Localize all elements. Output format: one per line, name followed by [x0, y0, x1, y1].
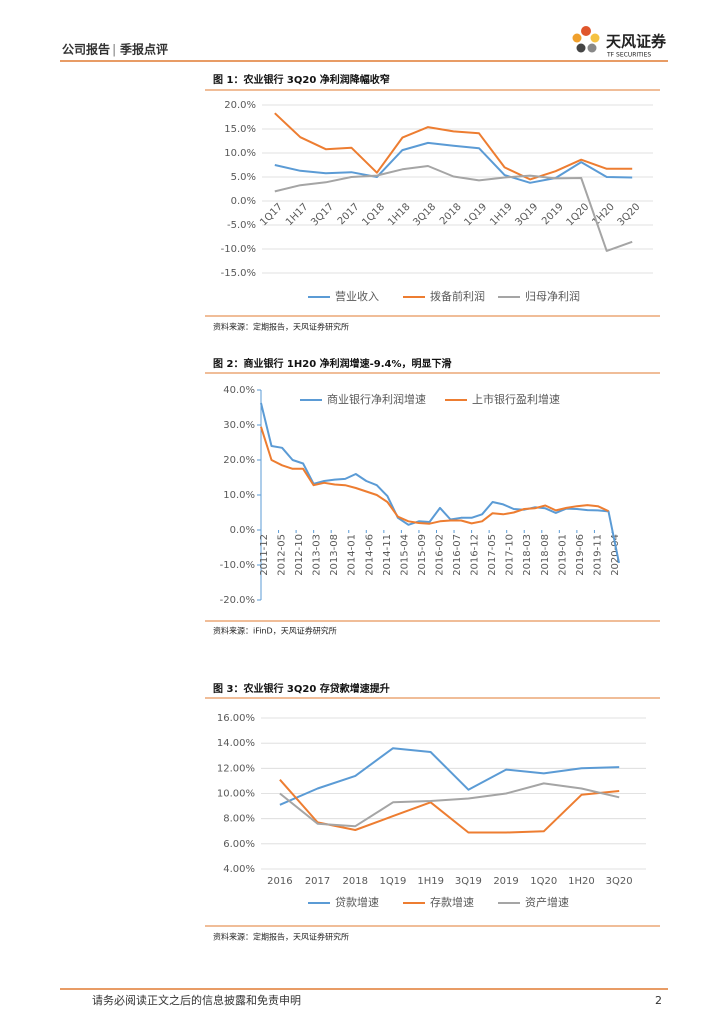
x-tick-label: 2012-10 — [294, 534, 305, 576]
legend-label: 资产增速 — [525, 895, 569, 909]
report-type: 公司报告 — [62, 42, 110, 57]
legend-label: 存款增速 — [430, 895, 474, 909]
y-tick-label: 5.0% — [231, 172, 256, 183]
series-line — [274, 165, 633, 252]
y-tick-label: 30.0% — [223, 420, 255, 431]
legend-label: 商业银行净利润增速 — [327, 392, 426, 406]
x-tick-label: 2012-05 — [277, 534, 288, 576]
x-tick-label: 3Q18 — [411, 201, 438, 228]
x-tick-label: 2014-01 — [347, 534, 358, 576]
x-tick-label: 2018-03 — [522, 534, 533, 576]
x-tick-label: 3Q19 — [455, 876, 482, 887]
x-tick-label: 1H19 — [417, 876, 444, 887]
x-tick-label: 2015-04 — [399, 534, 410, 576]
legend-label: 归母净利润 — [525, 289, 580, 303]
x-tick-label: 2013-08 — [329, 534, 340, 576]
source: 资料来源：iFinD，天风证券研究所 — [213, 626, 337, 636]
x-tick-label: 2019 — [493, 876, 518, 887]
report-kind: 季报点评 — [119, 42, 168, 57]
y-tick-label: 16.00% — [217, 713, 255, 724]
x-tick-label: 1Q19 — [462, 201, 489, 228]
legend-label: 营业收入 — [335, 289, 379, 303]
legend-label: 贷款增速 — [335, 895, 379, 909]
logo — [572, 26, 600, 53]
x-tick-label: 2019-11 — [592, 534, 603, 576]
series-line — [274, 112, 633, 181]
x-tick-label: 2017-10 — [505, 534, 516, 576]
series-line — [274, 141, 633, 184]
x-tick-label: 1Q18 — [360, 201, 387, 228]
figure-title: 图 2：商业银行 1H20 净利润增速-9.4%，明显下滑 — [213, 357, 452, 370]
y-tick-label: 4.00% — [223, 864, 255, 875]
x-tick-label: 1Q19 — [379, 876, 406, 887]
x-tick-label: 2019-06 — [575, 534, 586, 576]
x-tick-label: 1Q17 — [258, 201, 285, 228]
y-tick-label: 14.00% — [217, 738, 255, 749]
x-tick-label: 2016-07 — [452, 534, 463, 576]
y-tick-label: 10.0% — [224, 148, 256, 159]
page-number: 2 — [655, 994, 662, 1007]
x-tick-label: 3Q20 — [606, 876, 633, 887]
x-tick-label: 2019-01 — [557, 534, 568, 576]
series-line — [260, 402, 620, 564]
series-line — [279, 779, 620, 834]
source: 资料来源：定期报告，天风证券研究所 — [213, 932, 349, 942]
y-tick-label: 10.00% — [217, 789, 255, 800]
logo-en: TF SECURITIES — [606, 52, 651, 59]
y-tick-label: 0.0% — [231, 196, 256, 207]
y-tick-label: -10.0% — [221, 244, 256, 255]
y-tick-label: 15.0% — [224, 124, 256, 135]
x-tick-label: 2018 — [343, 876, 368, 887]
figure-title: 图 1：农业银行 3Q20 净利润降幅收窄 — [213, 73, 390, 86]
x-tick-label: 3Q20 — [616, 201, 643, 228]
y-tick-label: -15.0% — [221, 268, 256, 279]
x-tick-label: 1H19 — [488, 201, 515, 228]
x-tick-label: 1Q20 — [530, 876, 557, 887]
y-tick-label: 10.0% — [223, 490, 255, 501]
x-tick-label: 2011-12 — [259, 534, 270, 576]
x-tick-label: 2017 — [305, 876, 330, 887]
logo-name: 天风证券 — [606, 33, 667, 51]
x-tick-label: 2018-08 — [540, 534, 551, 576]
x-tick-label: 2014-11 — [382, 534, 393, 576]
x-tick-label: 1H20 — [568, 876, 595, 887]
x-tick-label: 2016-02 — [434, 534, 445, 576]
x-tick-label: 2015-09 — [417, 534, 428, 576]
x-tick-label: 2016-12 — [470, 534, 481, 576]
y-tick-label: 0.0% — [230, 525, 255, 536]
x-tick-label: 2019 — [540, 201, 566, 227]
separator: | — [112, 43, 116, 57]
figure-title: 图 3：农业银行 3Q20 存贷款增速提升 — [213, 682, 390, 695]
series-line — [279, 782, 620, 828]
y-tick-label: 8.00% — [223, 814, 255, 825]
y-tick-label: -5.0% — [227, 220, 256, 231]
series-line — [260, 426, 609, 525]
y-tick-label: 20.0% — [223, 455, 255, 466]
y-tick-label: 40.0% — [223, 385, 255, 396]
x-tick-label: 1H18 — [386, 201, 413, 228]
x-tick-label: 2017-05 — [487, 534, 498, 576]
disclaimer: 请务必阅读正文之后的信息披露和免责申明 — [92, 993, 301, 1007]
x-tick-label: 2016 — [267, 876, 292, 887]
y-tick-label: 12.00% — [217, 763, 255, 774]
x-tick-label: 2018 — [438, 201, 464, 227]
x-tick-label: 2020-04 — [610, 534, 621, 576]
y-tick-label: 20.0% — [224, 100, 256, 111]
x-tick-label: 1H17 — [284, 201, 311, 228]
source: 资料来源：定期报告，天风证券研究所 — [213, 322, 349, 332]
series-line — [279, 747, 620, 806]
legend-label: 拨备前利润 — [430, 289, 485, 303]
x-tick-label: 2014-06 — [364, 534, 375, 576]
legend-label: 上市银行盈利增速 — [472, 392, 560, 406]
x-tick-label: 2013-03 — [312, 534, 323, 576]
x-tick-label: 2017 — [336, 201, 362, 227]
x-tick-label: 3Q17 — [309, 201, 336, 228]
y-tick-label: -20.0% — [220, 595, 255, 606]
x-tick-label: 1Q20 — [565, 201, 592, 228]
x-tick-label: 3Q19 — [513, 201, 540, 228]
y-tick-label: -10.0% — [220, 560, 255, 571]
y-tick-label: 6.00% — [223, 839, 255, 850]
